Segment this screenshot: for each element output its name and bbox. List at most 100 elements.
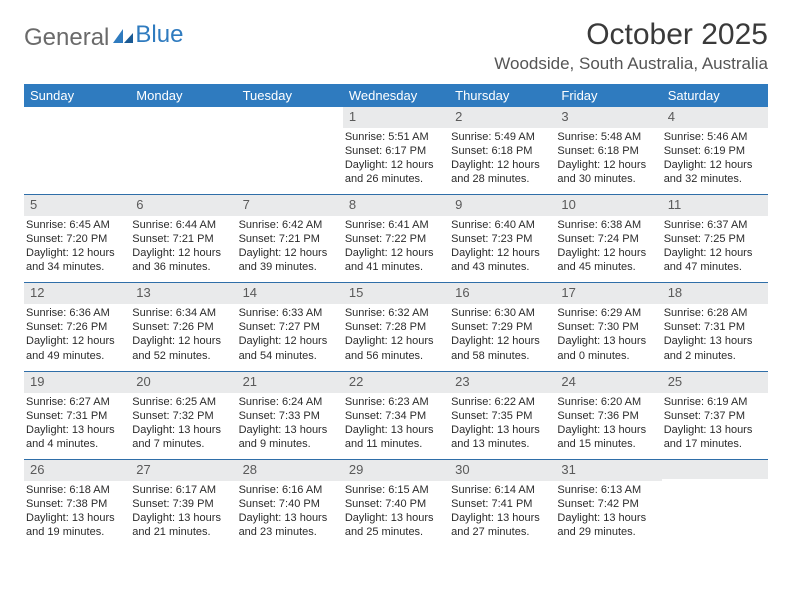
daylight-line-1: Daylight: 13 hours xyxy=(239,423,339,437)
day-number: 19 xyxy=(24,372,130,393)
day-body: Sunrise: 6:42 AMSunset: 7:21 PMDaylight:… xyxy=(237,216,343,282)
day-body: Sunrise: 6:14 AMSunset: 7:41 PMDaylight:… xyxy=(449,481,555,547)
day-number: 3 xyxy=(555,107,661,128)
day-body: Sunrise: 6:38 AMSunset: 7:24 PMDaylight:… xyxy=(555,216,661,282)
day-body xyxy=(662,479,768,541)
day-number: 23 xyxy=(449,372,555,393)
day-cell: 25Sunrise: 6:19 AMSunset: 7:37 PMDayligh… xyxy=(662,372,768,459)
sunset-line: Sunset: 7:39 PM xyxy=(132,497,232,511)
day-body: Sunrise: 5:51 AMSunset: 6:17 PMDaylight:… xyxy=(343,128,449,194)
day-body: Sunrise: 6:33 AMSunset: 7:27 PMDaylight:… xyxy=(237,304,343,370)
calendar: Sunday Monday Tuesday Wednesday Thursday… xyxy=(24,84,768,547)
day-number: 13 xyxy=(130,283,236,304)
day-body: Sunrise: 6:40 AMSunset: 7:23 PMDaylight:… xyxy=(449,216,555,282)
day-number: 26 xyxy=(24,460,130,481)
daylight-line-2: and 17 minutes. xyxy=(664,437,764,451)
daylight-line-1: Daylight: 12 hours xyxy=(345,246,445,260)
day-cell: 9Sunrise: 6:40 AMSunset: 7:23 PMDaylight… xyxy=(449,195,555,282)
day-cell: 31Sunrise: 6:13 AMSunset: 7:42 PMDayligh… xyxy=(555,460,661,547)
dow-sunday: Sunday xyxy=(24,84,130,107)
daylight-line-2: and 49 minutes. xyxy=(26,349,126,363)
day-number xyxy=(24,107,130,126)
day-number: 6 xyxy=(130,195,236,216)
daylight-line-2: and 23 minutes. xyxy=(239,525,339,539)
daylight-line-2: and 7 minutes. xyxy=(132,437,232,451)
day-cell: 10Sunrise: 6:38 AMSunset: 7:24 PMDayligh… xyxy=(555,195,661,282)
day-body: Sunrise: 6:16 AMSunset: 7:40 PMDaylight:… xyxy=(237,481,343,547)
day-number: 9 xyxy=(449,195,555,216)
sunset-line: Sunset: 7:24 PM xyxy=(557,232,657,246)
day-body: Sunrise: 6:45 AMSunset: 7:20 PMDaylight:… xyxy=(24,216,130,282)
daylight-line-1: Daylight: 12 hours xyxy=(451,334,551,348)
sunset-line: Sunset: 7:31 PM xyxy=(664,320,764,334)
daylight-line-1: Daylight: 13 hours xyxy=(557,511,657,525)
sunrise-line: Sunrise: 6:44 AM xyxy=(132,218,232,232)
sunset-line: Sunset: 7:37 PM xyxy=(664,409,764,423)
daylight-line-1: Daylight: 13 hours xyxy=(451,423,551,437)
day-cell: 15Sunrise: 6:32 AMSunset: 7:28 PMDayligh… xyxy=(343,283,449,370)
day-body: Sunrise: 6:30 AMSunset: 7:29 PMDaylight:… xyxy=(449,304,555,370)
sunrise-line: Sunrise: 6:25 AM xyxy=(132,395,232,409)
day-cell: 27Sunrise: 6:17 AMSunset: 7:39 PMDayligh… xyxy=(130,460,236,547)
daylight-line-1: Daylight: 13 hours xyxy=(451,511,551,525)
day-number: 14 xyxy=(237,283,343,304)
daylight-line-1: Daylight: 13 hours xyxy=(132,511,232,525)
sunrise-line: Sunrise: 6:38 AM xyxy=(557,218,657,232)
day-body xyxy=(237,126,343,188)
daylight-line-2: and 25 minutes. xyxy=(345,525,445,539)
daylight-line-1: Daylight: 12 hours xyxy=(239,246,339,260)
day-body: Sunrise: 5:48 AMSunset: 6:18 PMDaylight:… xyxy=(555,128,661,194)
day-body: Sunrise: 6:13 AMSunset: 7:42 PMDaylight:… xyxy=(555,481,661,547)
day-cell xyxy=(130,107,236,194)
day-number: 17 xyxy=(555,283,661,304)
day-body: Sunrise: 6:18 AMSunset: 7:38 PMDaylight:… xyxy=(24,481,130,547)
location: Woodside, South Australia, Australia xyxy=(494,54,768,74)
daylight-line-1: Daylight: 12 hours xyxy=(451,246,551,260)
daylight-line-2: and 9 minutes. xyxy=(239,437,339,451)
sunset-line: Sunset: 7:31 PM xyxy=(26,409,126,423)
sunset-line: Sunset: 7:36 PM xyxy=(557,409,657,423)
day-number: 29 xyxy=(343,460,449,481)
sunset-line: Sunset: 7:23 PM xyxy=(451,232,551,246)
daylight-line-1: Daylight: 13 hours xyxy=(26,511,126,525)
daylight-line-2: and 26 minutes. xyxy=(345,172,445,186)
sunrise-line: Sunrise: 6:45 AM xyxy=(26,218,126,232)
day-body: Sunrise: 6:17 AMSunset: 7:39 PMDaylight:… xyxy=(130,481,236,547)
daylight-line-2: and 45 minutes. xyxy=(557,260,657,274)
daylight-line-2: and 4 minutes. xyxy=(26,437,126,451)
dow-friday: Friday xyxy=(555,84,661,107)
day-body xyxy=(24,126,130,188)
sunset-line: Sunset: 7:22 PM xyxy=(345,232,445,246)
day-body: Sunrise: 6:36 AMSunset: 7:26 PMDaylight:… xyxy=(24,304,130,370)
day-number: 5 xyxy=(24,195,130,216)
dow-monday: Monday xyxy=(130,84,236,107)
daylight-line-1: Daylight: 13 hours xyxy=(345,511,445,525)
day-number xyxy=(237,107,343,126)
logo-text-2: Blue xyxy=(135,21,183,48)
sunrise-line: Sunrise: 5:49 AM xyxy=(451,130,551,144)
daylight-line-2: and 13 minutes. xyxy=(451,437,551,451)
sunrise-line: Sunrise: 6:33 AM xyxy=(239,306,339,320)
day-cell: 18Sunrise: 6:28 AMSunset: 7:31 PMDayligh… xyxy=(662,283,768,370)
sunrise-line: Sunrise: 6:23 AM xyxy=(345,395,445,409)
sunset-line: Sunset: 7:42 PM xyxy=(557,497,657,511)
sunrise-line: Sunrise: 6:14 AM xyxy=(451,483,551,497)
daylight-line-1: Daylight: 12 hours xyxy=(239,334,339,348)
daylight-line-2: and 11 minutes. xyxy=(345,437,445,451)
daylight-line-1: Daylight: 13 hours xyxy=(664,334,764,348)
day-number: 27 xyxy=(130,460,236,481)
day-cell: 4Sunrise: 5:46 AMSunset: 6:19 PMDaylight… xyxy=(662,107,768,194)
sunrise-line: Sunrise: 6:30 AM xyxy=(451,306,551,320)
day-cell: 19Sunrise: 6:27 AMSunset: 7:31 PMDayligh… xyxy=(24,372,130,459)
day-cell: 21Sunrise: 6:24 AMSunset: 7:33 PMDayligh… xyxy=(237,372,343,459)
daylight-line-1: Daylight: 13 hours xyxy=(664,423,764,437)
day-number: 15 xyxy=(343,283,449,304)
daylight-line-2: and 47 minutes. xyxy=(664,260,764,274)
daylight-line-1: Daylight: 12 hours xyxy=(26,246,126,260)
day-cell: 26Sunrise: 6:18 AMSunset: 7:38 PMDayligh… xyxy=(24,460,130,547)
sunset-line: Sunset: 6:19 PM xyxy=(664,144,764,158)
daylight-line-1: Daylight: 13 hours xyxy=(345,423,445,437)
daylight-line-1: Daylight: 12 hours xyxy=(664,246,764,260)
day-number: 22 xyxy=(343,372,449,393)
day-body: Sunrise: 6:28 AMSunset: 7:31 PMDaylight:… xyxy=(662,304,768,370)
